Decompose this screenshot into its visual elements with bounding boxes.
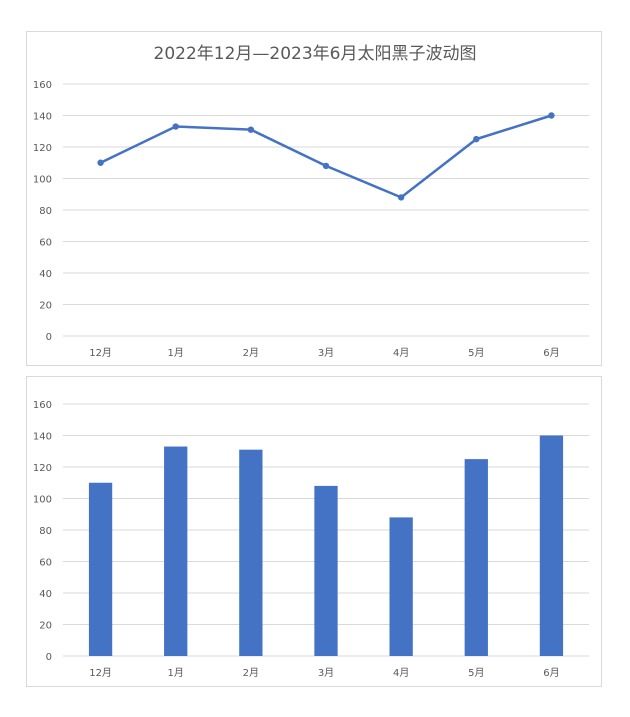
y-tick-label: 120 <box>33 463 52 474</box>
x-tick-label: 3月 <box>318 667 334 679</box>
x-tick-label: 5月 <box>468 347 484 359</box>
y-tick-label: 40 <box>39 269 52 280</box>
x-tick-label: 6月 <box>543 667 559 679</box>
y-tick-label: 0 <box>46 652 52 663</box>
x-tick-label: 4月 <box>393 347 409 359</box>
data-point <box>473 135 480 143</box>
bar <box>164 446 188 656</box>
y-tick-label: 100 <box>33 495 52 506</box>
data-point <box>97 159 104 166</box>
y-tick-label: 160 <box>33 400 52 411</box>
x-tick-label: 6月 <box>543 347 559 359</box>
data-point <box>172 123 179 130</box>
chart-title: 2022年12月—2023年6月太阳黑子波动图 <box>154 44 477 64</box>
x-tick-label: 1月 <box>168 667 184 679</box>
x-tick-label: 12月 <box>89 347 112 359</box>
y-tick-label: 40 <box>39 589 52 600</box>
bar <box>314 485 338 656</box>
y-tick-label: 140 <box>33 112 52 123</box>
data-point <box>548 112 555 119</box>
line-chart: 2022年12月—2023年6月太阳黑子波动图 0 20 40 60 80 100 120 1… <box>33 44 589 359</box>
bar <box>539 435 564 656</box>
x-tick-label: 4月 <box>393 667 409 679</box>
series-line <box>100 114 552 199</box>
x-tick-label: 3月 <box>318 347 334 359</box>
x-tick-label: 12月 <box>89 667 112 679</box>
y-tick-label: 80 <box>39 526 52 537</box>
x-tick-label: 1月 <box>168 347 184 359</box>
y-tick-label: 120 <box>33 143 52 154</box>
bar <box>239 449 263 656</box>
data-point <box>397 194 405 201</box>
x-tick-label: 2月 <box>243 667 259 679</box>
y-tick-label: 20 <box>39 301 52 312</box>
data-point <box>247 126 255 133</box>
y-tick-label: 160 <box>33 80 52 91</box>
bar <box>88 482 113 656</box>
x-tick-label: 5月 <box>468 667 484 679</box>
y-tick-label: 60 <box>39 238 52 249</box>
y-tick-label: 140 <box>33 432 52 443</box>
bar <box>389 517 413 656</box>
x-tick-label: 2月 <box>243 347 259 359</box>
line-chart-panel: 2022年12月—2023年6月太阳黑子波动图 0 20 40 60 80 100 120 1… <box>26 31 602 366</box>
bar <box>464 459 488 656</box>
y-tick-label: 60 <box>39 558 52 569</box>
bar-chart: 0 20 40 60 80 100 120 140 160 12月 1月 2月 3月 4月 5月 6月 <box>33 400 589 679</box>
data-point <box>322 162 330 170</box>
y-tick-label: 80 <box>39 206 52 217</box>
bar-chart-panel: 0 20 40 60 80 100 120 140 160 12月 1月 2月 3月 4月 5月 6月 <box>26 376 602 687</box>
y-tick-label: 20 <box>39 621 52 632</box>
y-tick-label: 0 <box>46 332 52 343</box>
y-tick-label: 100 <box>33 175 52 186</box>
